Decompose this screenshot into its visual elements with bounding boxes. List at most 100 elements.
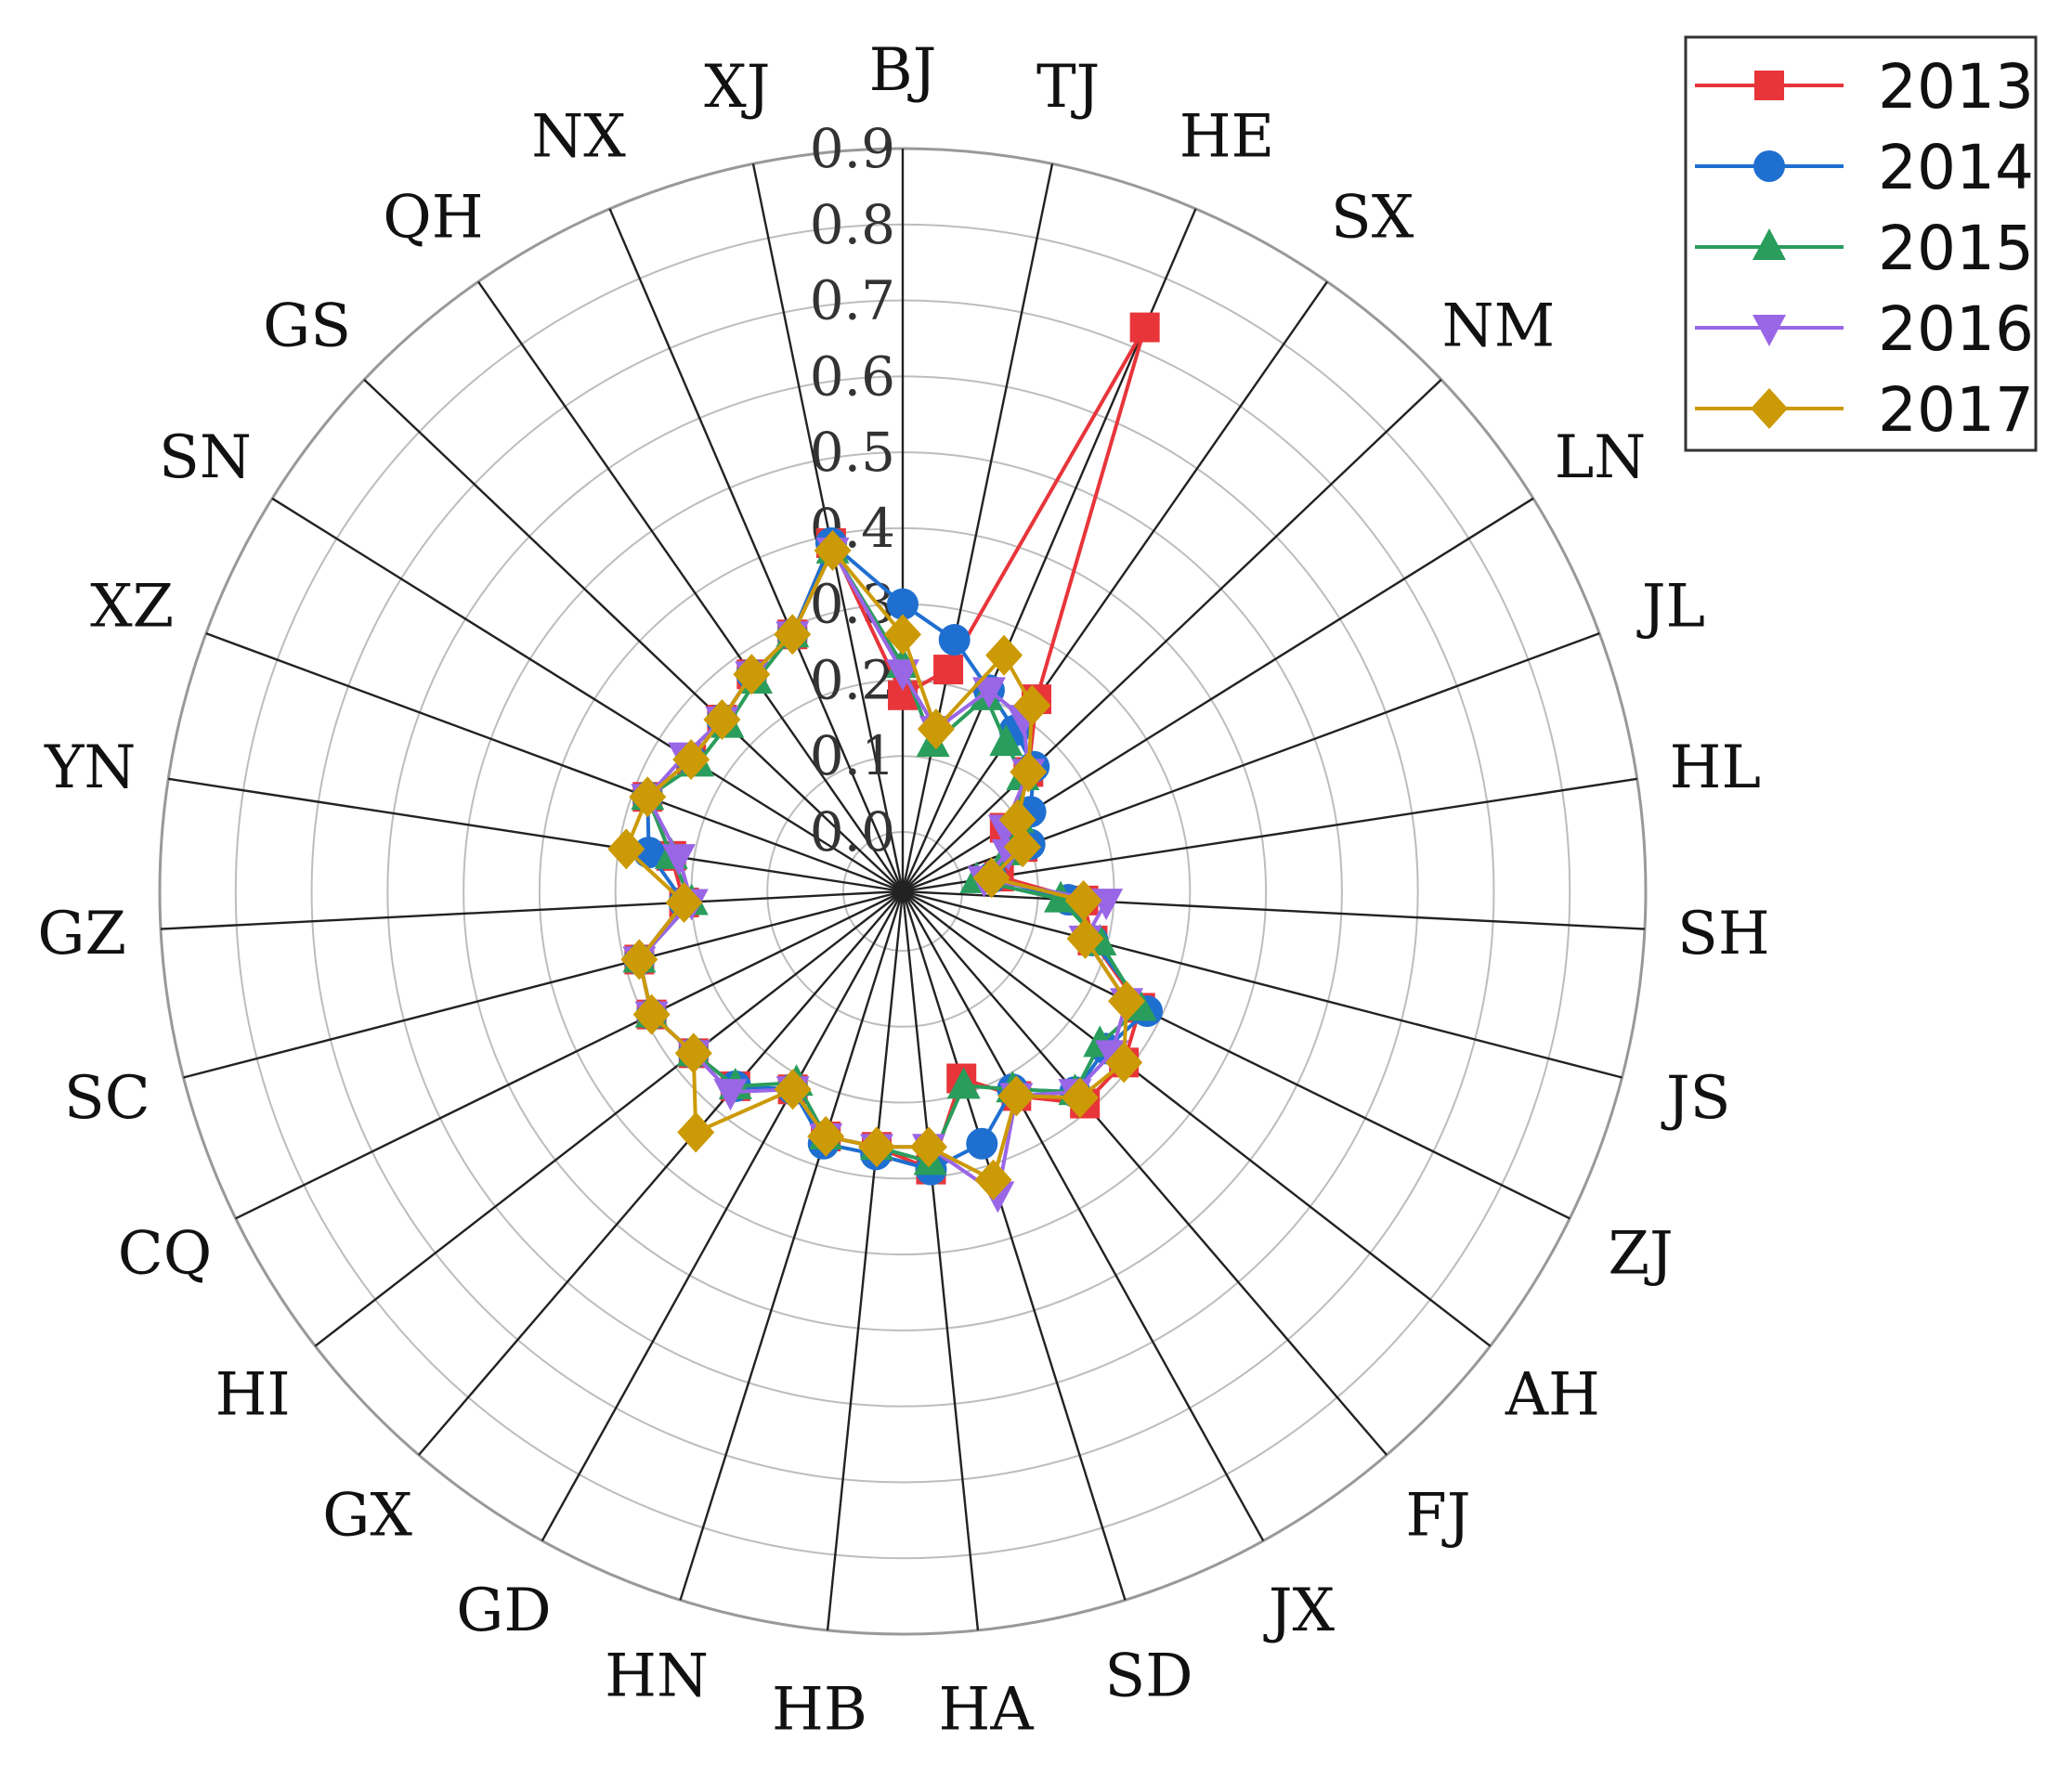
- axis-spoke-gd: [541, 890, 905, 1542]
- data-point-2017-hl: [972, 857, 1010, 899]
- radial-tick-label: 0.8: [810, 193, 895, 256]
- category-label-xj: XJ: [704, 53, 770, 122]
- data-point-2016-he: [971, 677, 1006, 709]
- data-point-2017-sd: [974, 1159, 1012, 1201]
- axis-spoke-qh: [477, 280, 904, 892]
- axis-spoke-gx: [417, 890, 904, 1456]
- data-point-2013-he: [1129, 312, 1160, 343]
- category-label-zj: ZJ: [1608, 1220, 1673, 1289]
- axis-spoke-hn: [679, 890, 905, 1601]
- legend-box: [1684, 35, 2038, 452]
- data-point-2017-gs: [703, 699, 741, 741]
- data-point-2014-bj: [887, 588, 919, 620]
- category-label-sd: SD: [1104, 1642, 1192, 1710]
- data-point-2017-hb: [858, 1126, 896, 1168]
- axis-spoke-zj: [902, 890, 1570, 1220]
- category-labels: BJ TJ HE SX NM LN JL HL SH JS ZJ AH FJ JX SD HA HB HN GD GX…: [37, 36, 1769, 1744]
- axis-spoke-he: [901, 208, 1197, 892]
- axis-spoke-yn: [168, 777, 904, 893]
- category-label-bj: BJ: [869, 36, 937, 105]
- data-point-2017-gd: [774, 1069, 812, 1110]
- category-label-hl: HL: [1670, 734, 1761, 802]
- category-label-gs: GS: [263, 292, 351, 360]
- data-point-2014-tj: [938, 624, 971, 656]
- radial-tick-label: 0.7: [810, 269, 895, 332]
- radial-tick-label: 0.5: [810, 421, 895, 484]
- category-label-js: JS: [1661, 1064, 1731, 1133]
- data-point-2013-tj: [933, 655, 964, 685]
- data-point-2017-he: [985, 634, 1023, 676]
- axis-spoke-fj: [902, 890, 1388, 1456]
- axis-spoke-sc: [183, 890, 904, 1079]
- legend-label: 2017: [1878, 374, 2034, 446]
- data-point-2017-sh: [1064, 879, 1102, 921]
- data-point-2016-yn: [661, 844, 696, 877]
- category-label-cq: CQ: [118, 1220, 212, 1289]
- data-point-2017-sc: [620, 939, 658, 980]
- data-point-2016-bj: [886, 659, 919, 692]
- category-label-ha: HA: [939, 1675, 1035, 1744]
- series-layer: [607, 312, 1164, 1214]
- category-label-yn: YN: [44, 734, 136, 802]
- radial-tick-label: 0.2: [810, 648, 895, 711]
- legend-label: 2015: [1878, 213, 2034, 284]
- category-label-hi: HI: [215, 1361, 291, 1430]
- axis-spoke-sd: [901, 890, 1127, 1601]
- legend-label: 2013: [1878, 51, 2034, 123]
- category-label-hn: HN: [605, 1642, 709, 1710]
- category-label-sx: SX: [1331, 184, 1414, 253]
- legend-item-2014: 2014: [1695, 132, 2034, 203]
- data-point-2017-bj: [884, 614, 921, 656]
- category-label-ln: LN: [1555, 423, 1647, 492]
- category-label-tj: TJ: [1036, 53, 1100, 122]
- data-point-2017-jl: [1004, 826, 1042, 868]
- axis-spoke-ah: [902, 890, 1492, 1347]
- category-label-sc: SC: [64, 1064, 150, 1133]
- axis-spoke-nm: [902, 378, 1442, 892]
- legend-marker-2017: [1751, 388, 1788, 429]
- radial-tick-label: 0.0: [810, 800, 895, 864]
- legend-items: 2013 2014 2015 2016 2017: [1695, 51, 2034, 446]
- spoke-layer: [160, 149, 1646, 1631]
- data-point-2016-gx: [713, 1079, 748, 1111]
- legend-marker-2014: [1753, 150, 1785, 182]
- radial-tick-label: 0.6: [810, 344, 895, 408]
- category-label-sn: SN: [159, 423, 252, 492]
- axis-spoke-hl: [902, 777, 1637, 893]
- radial-tick-label: 0.1: [810, 724, 895, 787]
- axis-spoke-ha: [901, 890, 980, 1631]
- category-label-jl: JL: [1636, 573, 1705, 642]
- data-point-2017-hn: [807, 1115, 845, 1157]
- axis-spoke-sn: [271, 497, 904, 893]
- category-label-nm: NM: [1442, 292, 1556, 360]
- category-label-he: HE: [1179, 103, 1275, 172]
- axis-spoke-hb: [826, 890, 905, 1631]
- axis-spoke-cq: [235, 890, 904, 1220]
- data-point-2017-gz: [665, 881, 703, 923]
- category-label-fj: FJ: [1405, 1482, 1470, 1551]
- category-label-gz: GZ: [37, 900, 126, 968]
- data-point-2015-sd: [946, 1067, 981, 1099]
- data-point-2017-yn: [607, 828, 645, 870]
- data-point-2017-zj: [1108, 980, 1146, 1022]
- data-point-2014-sd: [966, 1127, 998, 1160]
- series-2017: [607, 529, 1146, 1201]
- legend-marker-2013: [1754, 71, 1784, 100]
- axis-spoke-gz: [160, 890, 904, 930]
- category-label-xz: XZ: [90, 573, 174, 642]
- data-point-2017-fj: [1061, 1077, 1099, 1119]
- legend-label: 2014: [1878, 132, 2034, 203]
- data-point-2017-ln: [998, 799, 1036, 840]
- category-label-gx: GX: [322, 1482, 412, 1551]
- radial-tick-label: 0.9: [810, 117, 895, 180]
- data-point-2017-nm: [1010, 751, 1048, 793]
- category-label-hb: HB: [772, 1675, 867, 1744]
- legend-item-2013: 2013: [1695, 51, 2034, 123]
- data-point-2017-ha: [909, 1126, 947, 1168]
- data-point-2017-cq: [632, 993, 671, 1035]
- legend-marker-2015: [1753, 228, 1786, 260]
- legend-label: 2016: [1878, 293, 2034, 365]
- axis-spoke-hi: [314, 890, 904, 1347]
- legend-item-2017: 2017: [1695, 374, 2034, 446]
